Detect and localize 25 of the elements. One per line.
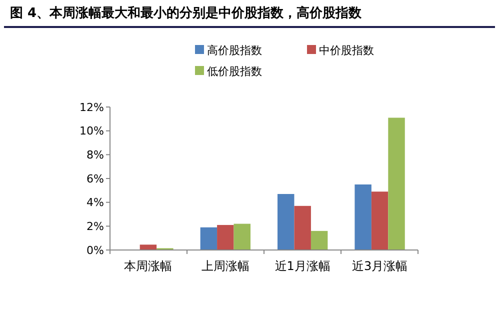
chart-title: 图 4、本周涨幅最大和最小的分别是中价股指数，高价股指数 — [10, 5, 363, 21]
bar — [388, 118, 405, 250]
y-tick-label: 2% — [86, 220, 104, 234]
bar — [278, 194, 294, 250]
y-tick-label: 6% — [86, 172, 104, 186]
x-tick-label: 近3月涨幅 — [352, 259, 408, 273]
bar — [217, 224, 234, 250]
y-tick-label: 10% — [80, 124, 104, 138]
bar — [310, 230, 328, 250]
x-tick-label: 本周涨幅 — [124, 259, 172, 273]
bar — [200, 227, 218, 250]
legend-label: 低价股指数 — [207, 65, 262, 78]
y-tick-label: 4% — [86, 196, 104, 210]
bar — [354, 184, 372, 250]
legend-label: 中价股指数 — [319, 44, 374, 57]
bar — [294, 206, 311, 250]
y-tick-label: 8% — [86, 148, 104, 162]
y-tick-label: 12% — [80, 100, 104, 114]
bar — [371, 192, 388, 250]
x-tick-label: 上周涨幅 — [201, 259, 250, 273]
bar — [140, 244, 157, 250]
x-tick-label: 近1月涨幅 — [274, 259, 330, 273]
bar — [234, 224, 250, 250]
legend-label: 高价股指数 — [207, 44, 262, 57]
y-tick-label: 0% — [86, 244, 104, 257]
